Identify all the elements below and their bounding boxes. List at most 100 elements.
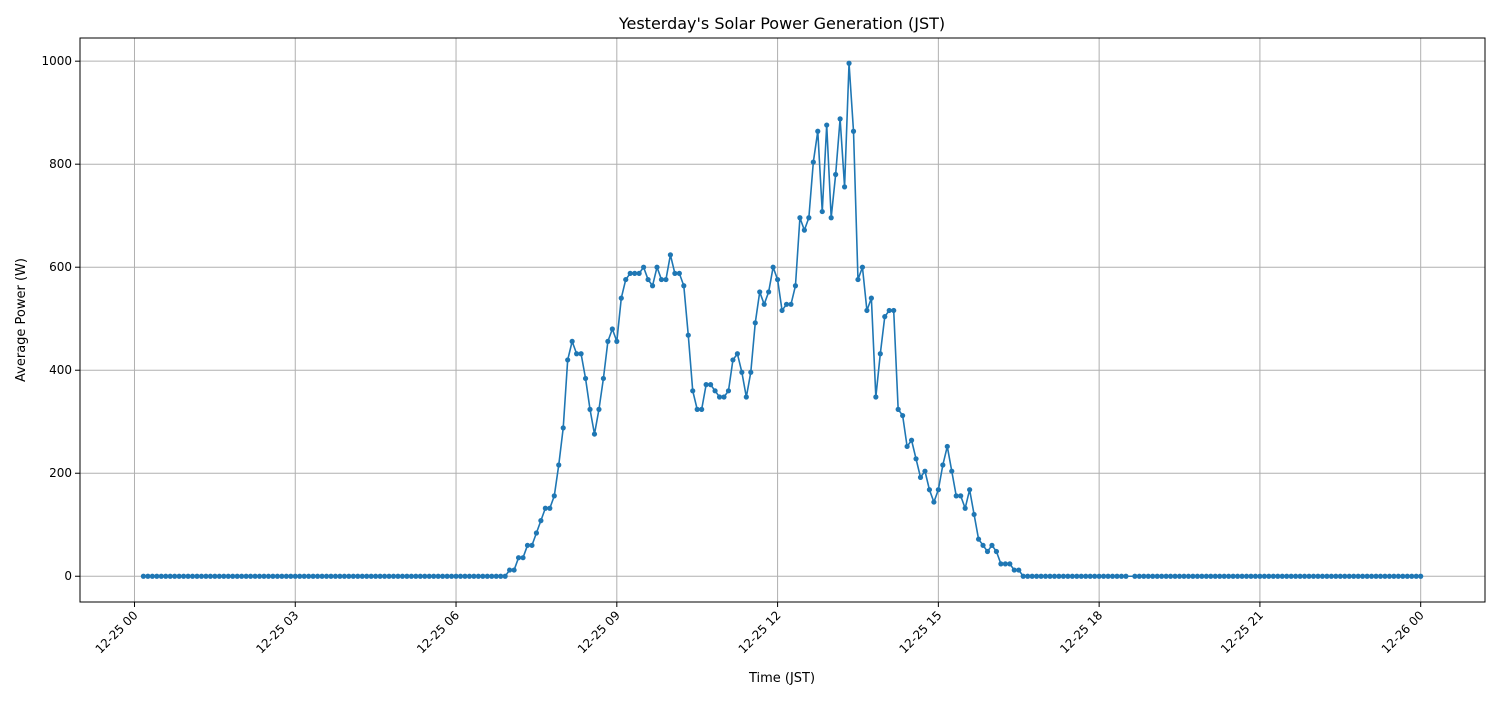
data-point — [1301, 573, 1308, 579]
data-point — [1042, 573, 1049, 579]
data-point — [288, 573, 294, 579]
data-point — [350, 573, 356, 579]
data-point — [297, 573, 303, 579]
data-point — [641, 264, 647, 270]
data-point — [841, 184, 848, 190]
data-point — [1065, 573, 1071, 579]
data-point — [645, 276, 651, 283]
data-point — [426, 573, 432, 579]
data-point — [364, 573, 370, 579]
x-tick-label: 12-25 09 — [575, 608, 623, 656]
data-point — [882, 314, 888, 320]
y-axis-label: Average Power (W) — [14, 258, 29, 382]
data-point — [265, 573, 272, 579]
data-point — [913, 456, 919, 462]
data-point — [734, 351, 740, 357]
data-point — [1404, 573, 1410, 579]
data-point — [1310, 573, 1317, 579]
data-point — [667, 252, 674, 258]
data-point — [444, 573, 450, 579]
data-point — [1105, 573, 1111, 579]
series-line — [143, 63, 1421, 578]
data-point — [1083, 573, 1089, 579]
data-point — [1248, 573, 1254, 579]
data-point — [484, 573, 490, 579]
data-point — [243, 573, 249, 579]
data-point — [225, 573, 231, 579]
data-point — [181, 573, 187, 579]
data-point — [1360, 573, 1366, 579]
data-point — [1328, 573, 1334, 579]
data-point — [1230, 573, 1236, 579]
data-point — [1275, 573, 1281, 579]
data-point — [542, 505, 548, 511]
data-point — [1243, 573, 1250, 579]
data-point — [1011, 567, 1017, 573]
data-point — [377, 573, 383, 579]
data-point — [319, 573, 325, 579]
data-point — [649, 283, 656, 289]
data-point — [457, 573, 464, 579]
data-point — [1395, 573, 1401, 579]
data-point — [833, 171, 839, 178]
data-point — [971, 511, 977, 518]
data-point — [448, 573, 455, 579]
data-point — [980, 542, 986, 548]
x-tick-label: 12-26 00 — [1379, 608, 1427, 656]
data-point — [1324, 573, 1330, 579]
data-point — [1293, 573, 1299, 579]
data-point — [855, 276, 861, 283]
data-point — [721, 394, 727, 400]
data-point — [614, 338, 620, 344]
data-point — [1418, 573, 1424, 579]
data-point — [922, 468, 928, 474]
data-point — [797, 215, 803, 221]
data-point — [779, 307, 785, 314]
series-average-power — [140, 60, 1424, 579]
data-point — [560, 425, 566, 431]
data-point — [189, 573, 196, 579]
data-point — [248, 573, 254, 579]
data-point — [507, 567, 513, 573]
data-point — [1203, 573, 1209, 579]
data-point — [274, 573, 280, 579]
data-point — [1342, 573, 1348, 579]
data-point — [1346, 573, 1352, 579]
data-point — [493, 573, 499, 579]
data-point — [172, 573, 178, 579]
data-point — [819, 208, 825, 215]
data-point — [1190, 573, 1196, 579]
data-point — [140, 573, 147, 579]
data-point — [1364, 573, 1370, 579]
data-point — [636, 270, 642, 276]
data-point — [337, 573, 343, 579]
data-point — [685, 332, 691, 338]
data-point — [386, 573, 392, 579]
data-point — [596, 406, 602, 412]
data-point — [163, 573, 169, 579]
data-point — [390, 573, 397, 579]
data-point — [1016, 567, 1022, 573]
data-point — [239, 573, 245, 579]
data-point — [975, 536, 982, 542]
data-point — [502, 573, 508, 579]
data-point — [346, 573, 352, 579]
data-point — [453, 573, 459, 579]
data-point — [301, 573, 307, 579]
data-point — [417, 573, 423, 579]
data-point — [944, 443, 950, 450]
data-point — [949, 468, 955, 474]
data-point — [730, 357, 736, 363]
data-point — [408, 573, 414, 579]
data-point — [422, 573, 428, 579]
data-point — [587, 406, 593, 412]
x-tick-label: 12-25 18 — [1057, 608, 1105, 656]
data-point — [1391, 573, 1397, 579]
data-point — [524, 542, 531, 548]
data-point — [1337, 573, 1343, 579]
data-point — [368, 573, 374, 579]
data-point — [591, 431, 598, 437]
data-point — [283, 573, 289, 579]
data-point — [1145, 573, 1151, 579]
data-point — [515, 555, 522, 561]
